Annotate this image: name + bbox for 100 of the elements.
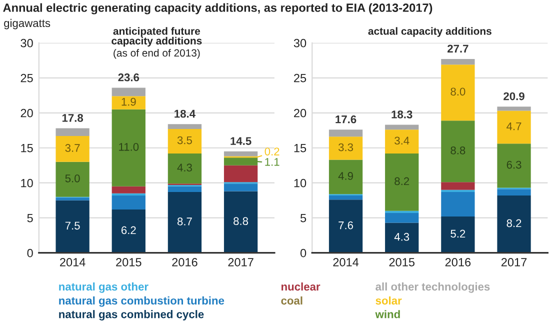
chart-subtitle: anticipated future capacity additions [112,27,202,47]
y-tick-label: 15 [21,144,33,152]
bar [328,136,363,160]
data-label: 0.2 [264,148,280,156]
bar [168,128,202,154]
data-label: 3.4 [394,136,410,145]
data-label: 8.2 [394,177,410,186]
text: natural gas combustion turbine [59,296,224,307]
bar [497,195,531,253]
bar [112,96,146,110]
y-tick-label: 20 [294,108,306,118]
bar [385,212,419,223]
y-tick-label: 0 [27,248,33,258]
bar [224,191,258,253]
data-label: 5.0 [65,174,80,182]
y-tick-label: 5 [27,214,33,222]
bar [441,58,475,65]
bar [328,195,363,200]
data-label: 8.8 [234,217,248,226]
bar [441,182,475,190]
total-label: 18.3 [392,110,412,118]
bar [168,153,202,184]
bar [441,120,475,182]
bar [56,162,90,197]
bar [224,151,258,156]
text: natural gas other [59,282,148,293]
text: nuclear [282,282,320,291]
bar [328,200,363,253]
x-tick-label: 2015 [116,258,142,266]
data-label: 3.3 [338,143,354,152]
data-label: 4.9 [338,172,353,180]
bar [168,186,202,192]
bar [328,130,363,137]
data-label: 4.3 [394,232,410,241]
y-tick-label: 25 [20,74,33,82]
bar [385,130,419,154]
data-label: 1.1 [265,158,280,166]
chart-title: Annual electric generating capacity additions, as reported to EIA (2013-2017) [3,3,432,14]
total-label: 18.4 [174,110,196,118]
y-tick-label: 30 [20,38,33,48]
x-tick-label: 2017 [228,258,254,266]
bar [168,192,202,253]
text: natural gas combined cycle [59,310,204,320]
y-tick-label: 10 [21,178,33,188]
data-label: 3.7 [65,144,80,152]
data-label: 4.3 [177,164,192,172]
chart-title: actual capacity additions [368,27,492,37]
data-label: 7.5 [65,222,80,230]
x-tick-label: 2016 [445,258,471,266]
total-label: 27.7 [448,44,468,52]
y-tick-label: 0 [300,248,306,258]
legend-label: coal [281,296,302,305]
total-label: 14.5 [230,137,252,145]
data-label: 8.0 [450,88,466,96]
x-tick-label: 2014 [60,258,86,266]
bar [497,189,531,196]
y-tick-label: 10 [294,178,306,188]
bar [385,153,419,211]
bar [497,144,531,188]
data-label: 3.5 [177,136,192,144]
total-label: 20.9 [504,92,524,100]
text: solar [376,296,402,305]
bar [441,192,475,216]
bar [224,165,258,182]
data-label: 4.7 [506,122,522,130]
bar [56,136,90,162]
data-label: 6.2 [121,226,136,234]
bar [56,198,90,200]
bar [112,88,146,96]
data-label: 6.3 [506,160,522,169]
data-label: 5.2 [450,230,466,238]
bar [224,158,258,166]
annotation: (as of end of 2013) [114,48,200,59]
x-tick-label: 2014 [333,258,359,266]
y-tick-label: 30 [294,38,306,48]
y-tick-label: 15 [294,144,306,152]
bar [385,124,419,130]
data-label: 11.0 [119,142,139,151]
bar [112,109,146,186]
bar [112,186,146,194]
bar [168,124,202,129]
bar [441,64,475,121]
bar [497,106,531,111]
data-label: 7.6 [338,221,354,230]
y-tick-label: 20 [20,108,33,118]
y-axis-title: gigawatts [4,18,50,30]
bar [385,222,419,253]
y-tick-label: 25 [294,74,306,82]
bar [328,160,363,194]
bar [441,216,475,253]
data-label: 1.9 [122,98,136,106]
data-label: 8.8 [450,146,466,154]
x-tick-label: 2015 [389,258,414,266]
bar [56,128,90,136]
total-label: 17.8 [62,114,84,122]
bar [224,184,258,192]
total-label: 23.6 [118,73,140,82]
total-label: 17.6 [336,115,356,124]
bar [112,209,146,253]
bar [497,110,531,144]
